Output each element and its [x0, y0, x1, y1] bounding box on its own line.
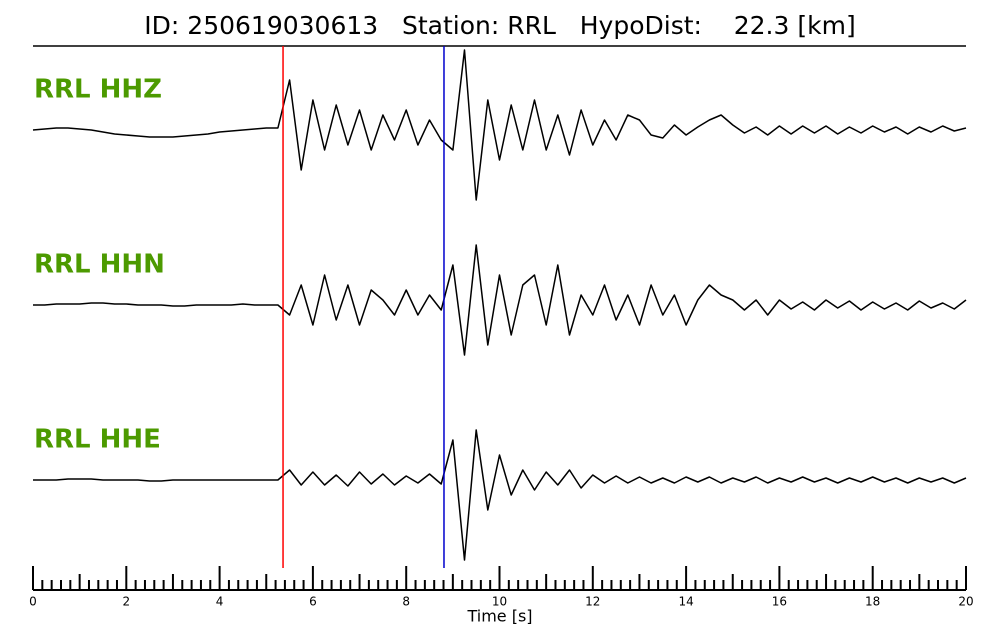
waveform	[32, 49, 967, 201]
x-tick-label: 16	[772, 595, 787, 609]
waveform	[33, 244, 967, 356]
x-tick-label: 0	[29, 595, 37, 609]
waveform	[33, 429, 967, 561]
trace-label: RRL HHZ	[34, 75, 162, 105]
x-axis-label: Time [s]	[466, 607, 532, 626]
x-tick-label: 8	[402, 595, 410, 609]
x-tick-label: 2	[122, 595, 130, 609]
x-tick-label: 6	[309, 595, 317, 609]
x-tick-label: 10	[492, 595, 507, 609]
trace-label: RRL HHE	[34, 425, 161, 455]
x-tick-label: 4	[216, 595, 224, 609]
trace-label: RRL HHN	[34, 250, 165, 280]
x-tick-label: 20	[958, 595, 973, 609]
x-tick-label: 18	[865, 595, 880, 609]
chart-title: ID: 250619030613 Station: RRL HypoDist: …	[144, 11, 855, 40]
x-tick-label: 14	[678, 595, 693, 609]
x-tick-label: 12	[585, 595, 600, 609]
